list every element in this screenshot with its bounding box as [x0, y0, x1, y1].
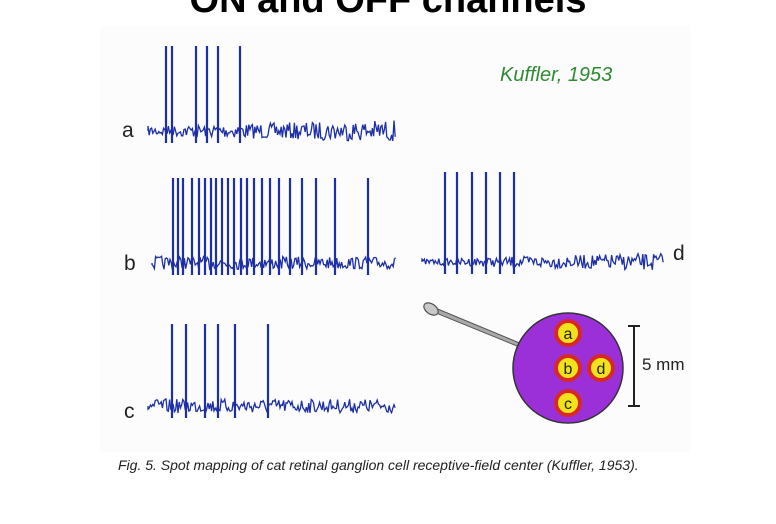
spot-label-d: d	[597, 361, 606, 378]
figure-citation: Kuffler, 1953	[500, 64, 613, 86]
scale-bar-label: 5 mm	[642, 355, 685, 374]
spot-label-c: c	[564, 396, 572, 413]
spot-c	[554, 389, 582, 417]
spot-label-b: b	[564, 361, 573, 378]
scale-bar	[628, 325, 640, 407]
spot-d	[587, 354, 615, 382]
trace-label-b: b	[124, 252, 136, 275]
figure-caption: Fig. 5. Spot mapping of cat retinal gang…	[118, 457, 639, 473]
spot-a	[554, 319, 582, 347]
spike-trace-b	[151, 178, 397, 275]
trace-label-a: a	[122, 119, 134, 142]
trace-label-c: c	[124, 400, 135, 423]
trace-label-d: d	[673, 242, 685, 265]
spot-label-a: a	[564, 326, 573, 343]
spot-b	[554, 354, 582, 382]
spike-trace-c	[147, 324, 396, 418]
spike-trace-d	[421, 172, 664, 274]
spike-trace-a	[147, 46, 396, 143]
slide-title: ON and OFF channels	[189, 0, 587, 21]
